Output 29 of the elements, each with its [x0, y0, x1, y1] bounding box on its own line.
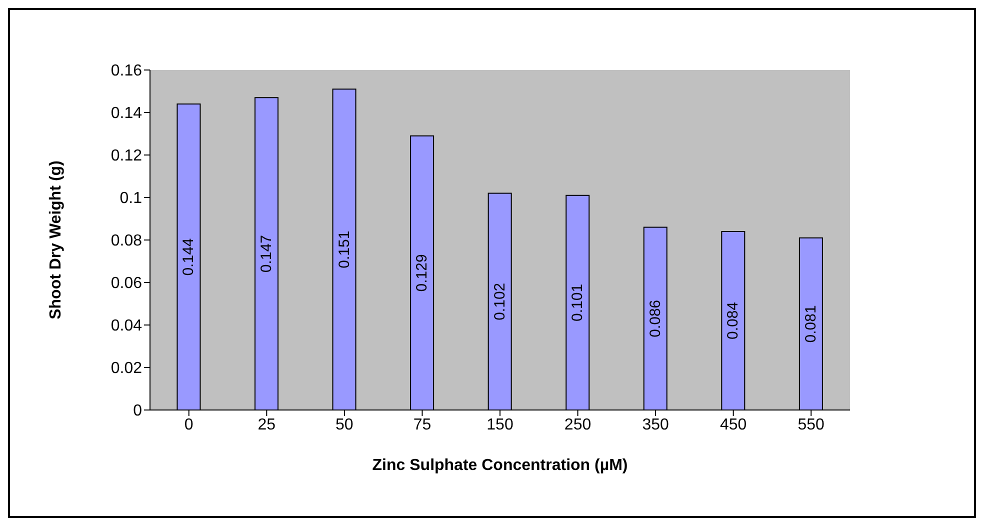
x-tick-label: 450	[720, 416, 747, 434]
data-label: 0.081	[802, 305, 820, 343]
y-tick-label: 0.02	[110, 360, 142, 378]
y-tick-label: 0.04	[110, 318, 142, 335]
data-label: 0.101	[569, 284, 586, 322]
x-tick-label: 550	[798, 416, 825, 434]
x-tick-label: 350	[642, 416, 669, 434]
x-tick-label: 50	[336, 416, 354, 434]
x-tick-label: 75	[413, 416, 432, 434]
data-label: 0.147	[258, 235, 275, 273]
y-tick-label: 0.08	[110, 232, 142, 250]
y-axis-title: Shoot Dry Weight (g)	[48, 160, 65, 320]
data-label: 0.144	[180, 238, 198, 276]
data-label: 0.084	[724, 302, 742, 340]
x-tick-label: 25	[258, 416, 276, 434]
y-tick-label: 0.12	[110, 148, 142, 165]
y-tick-label: 0.16	[110, 62, 142, 80]
y-tick-label: 0.14	[110, 105, 142, 122]
data-label: 0.151	[336, 230, 353, 268]
y-tick-label: 0	[133, 402, 142, 420]
data-label: 0.086	[646, 300, 664, 338]
x-tick-label: 150	[486, 416, 514, 434]
y-tick-label: 0.1	[120, 190, 142, 208]
y-tick-label: 0.06	[110, 275, 142, 292]
x-axis-title: Zinc Sulphate Concentration (µM)	[372, 457, 628, 474]
data-label: 0.102	[491, 282, 508, 320]
x-tick-label: 0	[184, 416, 194, 434]
x-tick-label: 250	[564, 416, 592, 434]
data-label: 0.129	[414, 254, 431, 292]
